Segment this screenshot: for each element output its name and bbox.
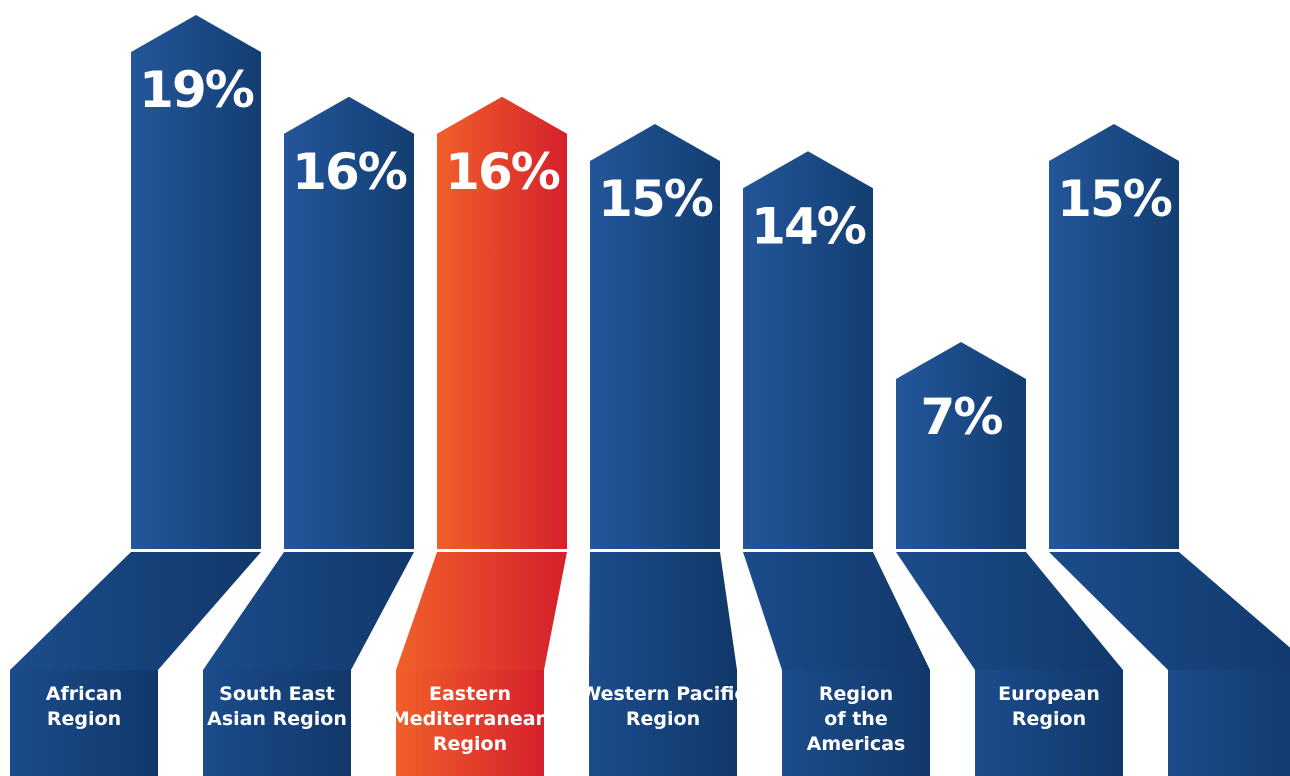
bar-column [437, 96, 567, 549]
bar-base-box [203, 670, 351, 776]
category-label: of the [824, 708, 887, 730]
bar-base-box [396, 670, 544, 776]
bar-column [1049, 124, 1179, 549]
bar-base-box [782, 670, 930, 776]
category-label: Eastern [429, 683, 511, 705]
category-label: Region [1012, 708, 1086, 730]
value-label: 15% [1057, 170, 1172, 228]
category-label: European [998, 683, 1100, 705]
category-label: African [46, 683, 122, 705]
bar-column [743, 151, 873, 549]
bar-column [896, 342, 1026, 549]
bar-column [131, 15, 261, 549]
value-label: 7% [921, 388, 1003, 446]
category-label: Region [433, 733, 507, 755]
value-label: 16% [292, 143, 407, 201]
category-label: Region [819, 683, 893, 705]
bar-base-box [1168, 670, 1290, 776]
bar-base-slope [896, 552, 1123, 670]
bar-column [590, 124, 720, 549]
bar-base-slope [203, 552, 414, 670]
bar-column [284, 96, 414, 549]
value-label: 15% [598, 170, 713, 228]
bar-base-box [10, 670, 158, 776]
category-label: Western Pacific [580, 683, 745, 705]
value-label: 16% [445, 143, 560, 201]
bar-base-box [589, 670, 737, 776]
bar-base-slope [10, 552, 261, 670]
category-label: Region [47, 708, 121, 730]
category-label: South East [219, 683, 335, 705]
bar-base-box [975, 670, 1123, 776]
value-label: 19% [139, 61, 254, 119]
category-label: Asian Region [207, 708, 347, 730]
category-label: Mediterranean [391, 708, 549, 730]
bar-base-slope [396, 552, 567, 670]
category-label: Americas [807, 733, 906, 755]
bar-base-slope [589, 552, 737, 670]
value-label: 14% [751, 197, 866, 255]
bar-base-slope [743, 552, 930, 670]
bar-base-slope [1049, 552, 1290, 670]
category-label: Region [626, 708, 700, 730]
